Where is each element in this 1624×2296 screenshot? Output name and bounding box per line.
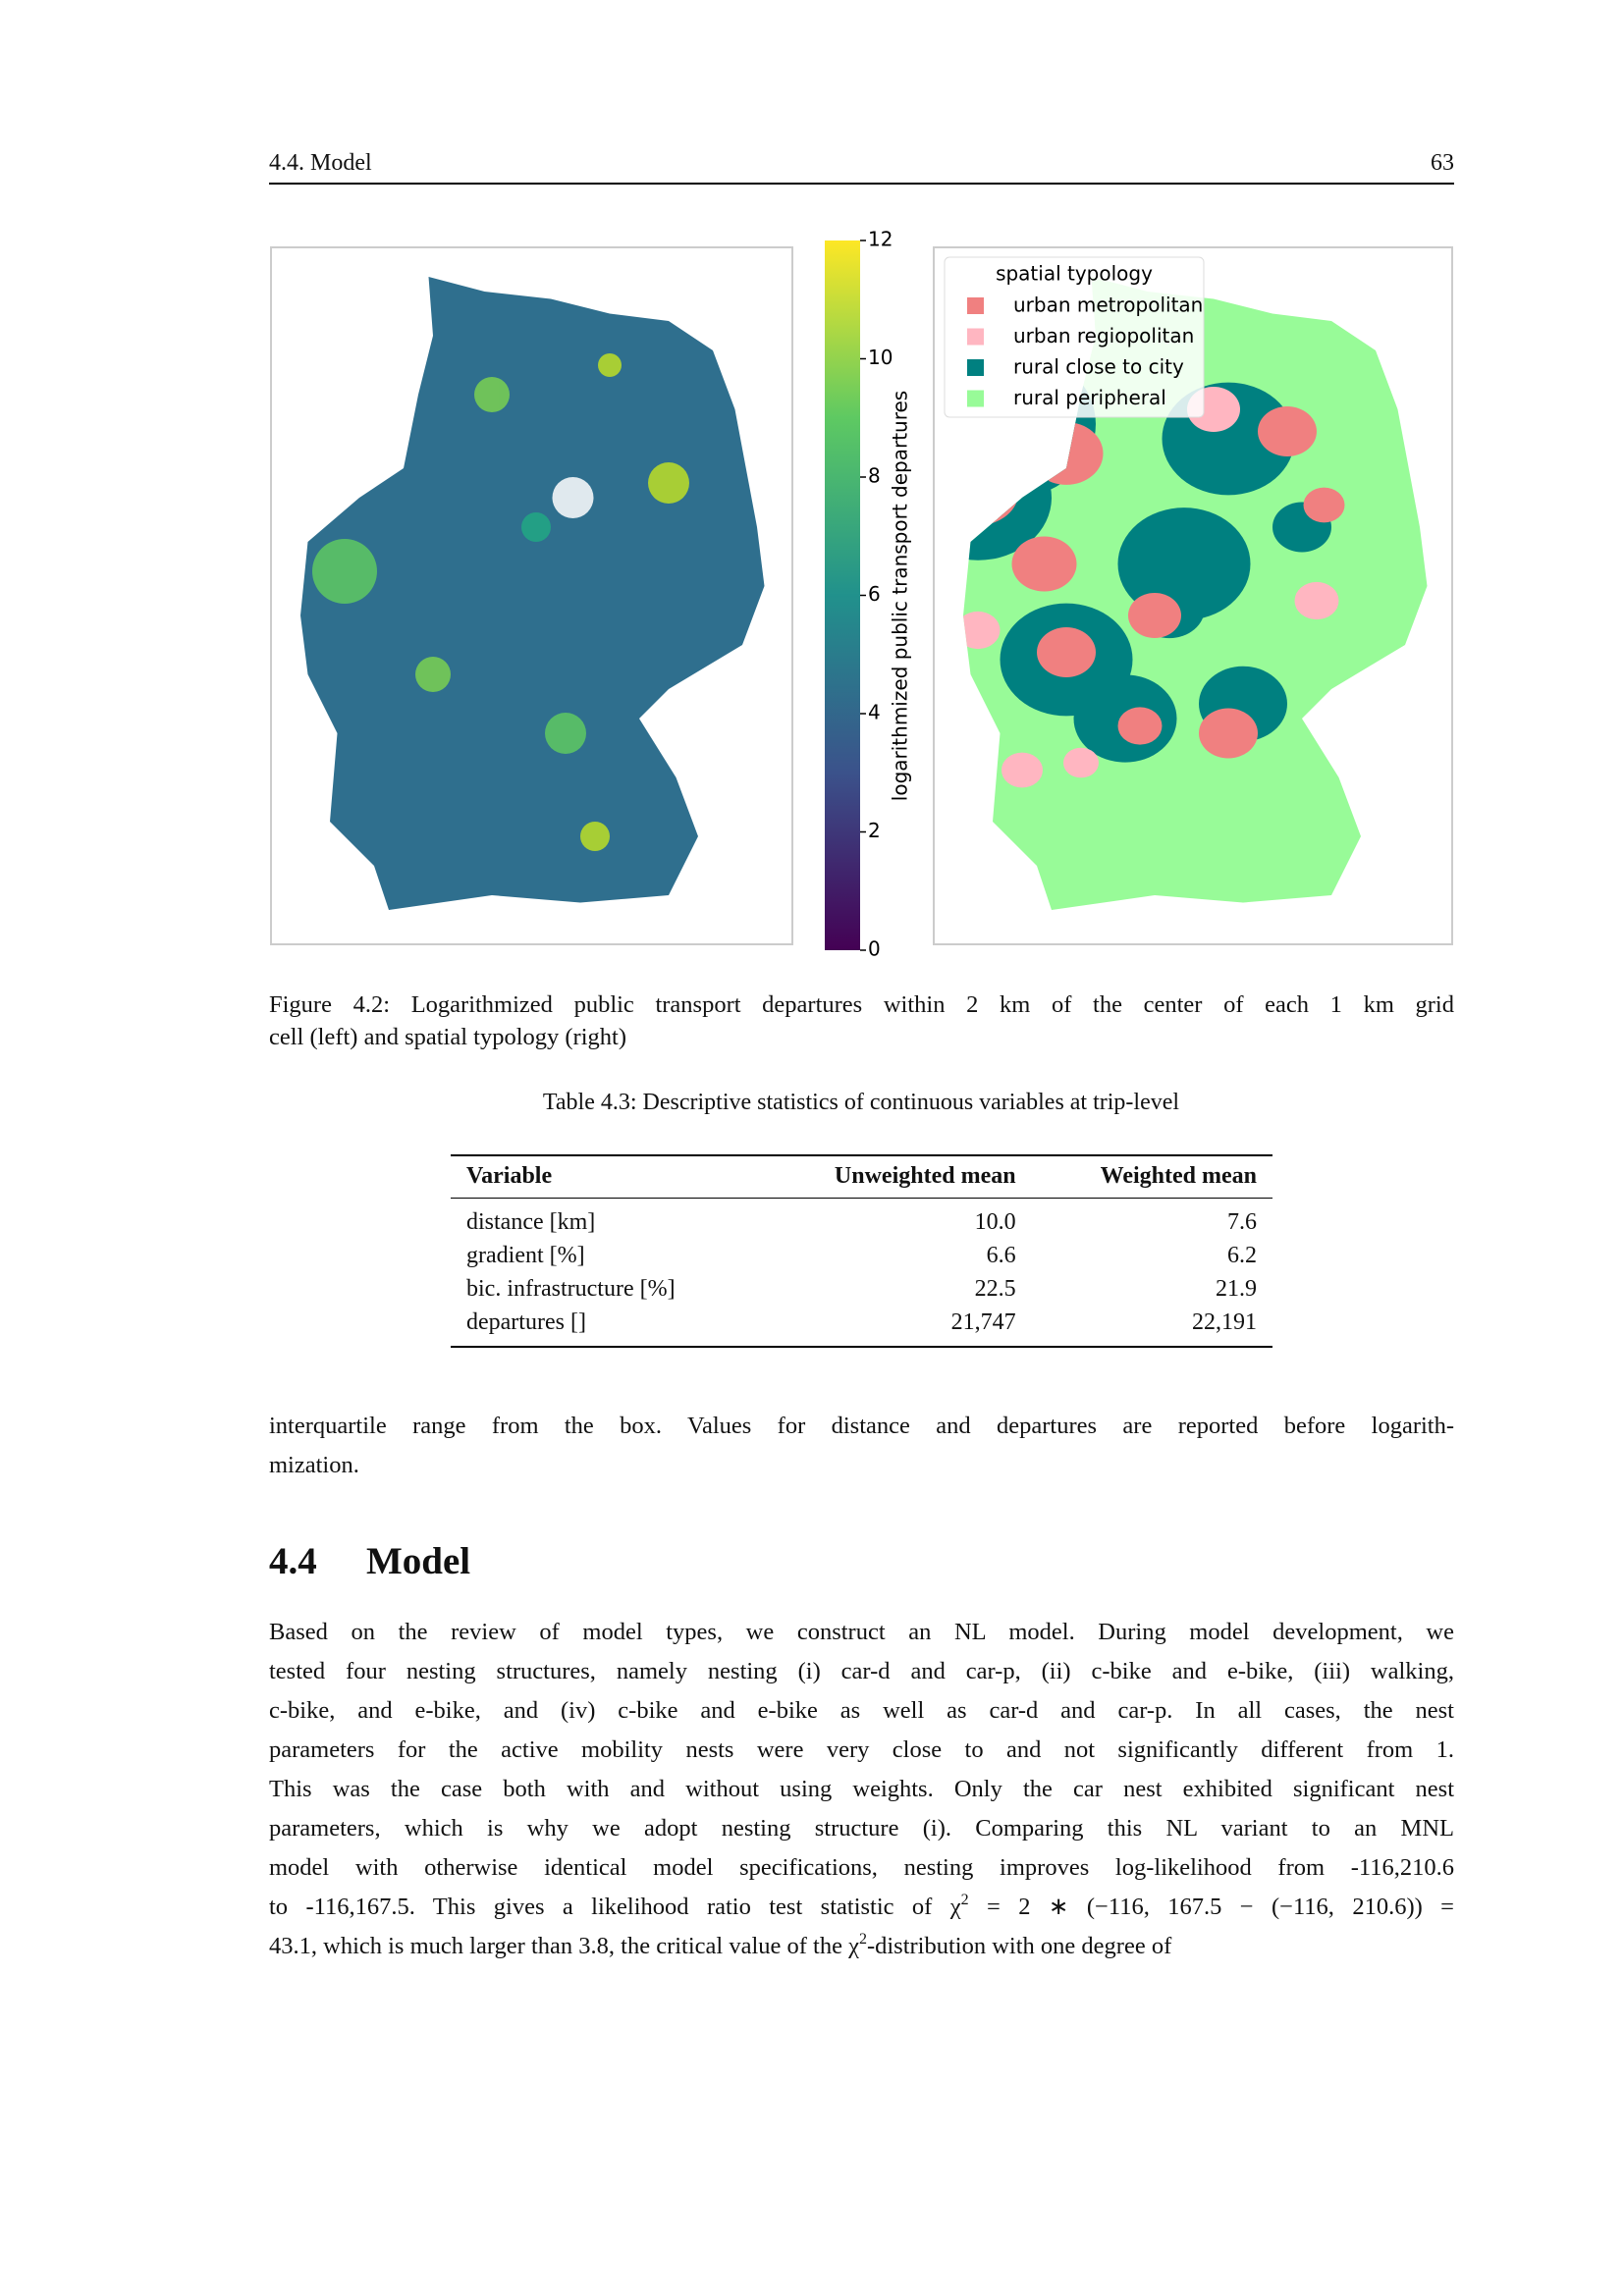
colorbar-tick-label: 0 xyxy=(868,937,881,961)
text: parameters for the active mobility nests… xyxy=(269,1736,1454,1763)
table-cell: departures [] xyxy=(466,1309,586,1335)
colorbar-tick-label: 4 xyxy=(868,701,881,724)
table-caption: Table 4.3: Descriptive statistics of con… xyxy=(542,1090,1180,1115)
table-cell: 22.5 xyxy=(974,1276,1016,1302)
table: Variable Unweighted mean Weighted mean dist… xyxy=(451,1154,1272,1348)
colorbar-tick-label: 12 xyxy=(868,228,893,251)
text: -distribution with one degree of xyxy=(866,1933,1172,1959)
colorbar xyxy=(825,240,860,950)
text: parameters, which is why we adopt nestin… xyxy=(269,1815,1454,1842)
figure-caption-line: cell (left) and spatial typology (right) xyxy=(269,1024,1454,1050)
table-row: departures [] 21,747 22,191 xyxy=(451,1306,1272,1347)
colorbar-tick-label: 6 xyxy=(868,582,881,606)
paragraph-line: 43.1, which is much larger than 3.8, the… xyxy=(269,1932,1454,1959)
text: Figure 4.2: Logarithmized public transpo… xyxy=(269,991,1454,1018)
table-row: gradient [%] 6.6 6.2 xyxy=(451,1239,1272,1272)
column-header: Unweighted mean xyxy=(758,1155,1032,1199)
table-cell: 6.2 xyxy=(1227,1243,1257,1268)
superscript: 2 xyxy=(858,1931,867,1948)
table-cell: bic. infrastructure [%] xyxy=(466,1276,676,1302)
legend-swatch xyxy=(967,359,984,376)
legend-swatch xyxy=(967,297,984,314)
paragraph-line: c-bike, and e-bike, and (iv) c-bike and … xyxy=(269,1697,1454,1724)
text: c-bike, and e-bike, and (iv) c-bike and … xyxy=(269,1697,1454,1724)
table-cell: 22,191 xyxy=(1192,1309,1257,1335)
region xyxy=(1258,406,1317,456)
region xyxy=(1117,707,1163,745)
table-header-row: Variable Unweighted mean Weighted mean xyxy=(451,1155,1272,1199)
text: This was the case both with and without … xyxy=(269,1776,1454,1802)
legend-title: spatial typology xyxy=(996,262,1153,286)
paragraph-line: parameters for the active mobility nests… xyxy=(269,1736,1454,1763)
legend-label: urban regiopolitan xyxy=(1013,324,1194,347)
region xyxy=(1011,536,1077,592)
page-number: 63 xyxy=(1431,150,1454,176)
header-rule xyxy=(269,183,1454,185)
legend-swatch xyxy=(967,390,984,407)
legend-swatch xyxy=(967,328,984,346)
figure-caption-line: Figure 4.2: Logarithmized public transpo… xyxy=(269,991,1454,1018)
region xyxy=(1294,581,1339,620)
region xyxy=(1001,752,1043,788)
table-cell: 6.6 xyxy=(986,1243,1016,1268)
region xyxy=(1303,487,1345,523)
column-header: Weighted mean xyxy=(1031,1155,1272,1199)
running-header: 4.4. Model xyxy=(269,150,372,176)
text: model with otherwise identical model spe… xyxy=(269,1854,1454,1881)
colorbar-label: logarithmized public transport departure… xyxy=(889,391,912,801)
legend-box xyxy=(944,256,1205,418)
region xyxy=(1037,627,1096,677)
table-cell: 21,747 xyxy=(950,1309,1016,1335)
superscript: 2 xyxy=(960,1892,969,1908)
paragraph-line: model with otherwise identical model spe… xyxy=(269,1854,1454,1881)
table-cell: 7.6 xyxy=(1227,1209,1257,1235)
colorbar-tick-label: 10 xyxy=(868,346,893,369)
text: cell (left) and spatial typology (right) xyxy=(269,1024,626,1050)
table-row: bic. infrastructure [%] 22.5 21.9 xyxy=(451,1272,1272,1306)
paragraph-line: mization. xyxy=(269,1452,1454,1478)
legend-label: urban metropolitan xyxy=(1013,294,1203,317)
text: = 2 ∗ (−116, 167.5 − (−116, 210.6)) = xyxy=(968,1894,1454,1920)
text: to -116,167.5. This gives a likelihood r… xyxy=(269,1894,961,1920)
legend: spatial typology urban metropolitan urban… xyxy=(944,256,1205,418)
text: tested four nesting structures, namely n… xyxy=(269,1658,1454,1684)
table-row: distance [km] 10.0 7.6 xyxy=(451,1199,1272,1240)
colorbar-tick-label: 2 xyxy=(868,819,881,842)
table-cell: gradient [%] xyxy=(466,1243,585,1268)
table-cell: 21.9 xyxy=(1216,1276,1257,1302)
region xyxy=(1128,593,1181,638)
legend-label: rural close to city xyxy=(1013,355,1184,379)
region xyxy=(1063,747,1099,778)
legend-label: rural peripheral xyxy=(1013,386,1166,409)
paragraph-line: to -116,167.5. This gives a likelihood r… xyxy=(269,1893,1454,1920)
paragraph-line: interquartile range from the box. Values… xyxy=(269,1413,1454,1439)
section-title: Model xyxy=(366,1540,471,1582)
section-number: 4.4 xyxy=(269,1540,317,1582)
figure: logarithmized public transport departure… xyxy=(270,228,1453,961)
paragraph-line: parameters, which is why we adopt nestin… xyxy=(269,1815,1454,1842)
departures-map xyxy=(300,277,765,910)
text: mization. xyxy=(269,1452,359,1478)
region xyxy=(963,611,1001,650)
table-cell: distance [km] xyxy=(466,1209,596,1235)
paragraph-line: tested four nesting structures, namely n… xyxy=(269,1658,1454,1684)
region xyxy=(1199,708,1258,759)
column-header: Variable xyxy=(451,1155,759,1199)
paragraph-line: Based on the review of model types, we c… xyxy=(269,1619,1454,1645)
text: Based on the review of model types, we c… xyxy=(269,1619,1454,1645)
paragraph-line: This was the case both with and without … xyxy=(269,1776,1454,1802)
text: 43.1, which is much larger than 3.8, the… xyxy=(269,1933,859,1959)
table-cell: 10.0 xyxy=(974,1209,1016,1235)
text: interquartile range from the box. Values… xyxy=(269,1413,1454,1439)
colorbar-tick-label: 8 xyxy=(868,464,881,488)
